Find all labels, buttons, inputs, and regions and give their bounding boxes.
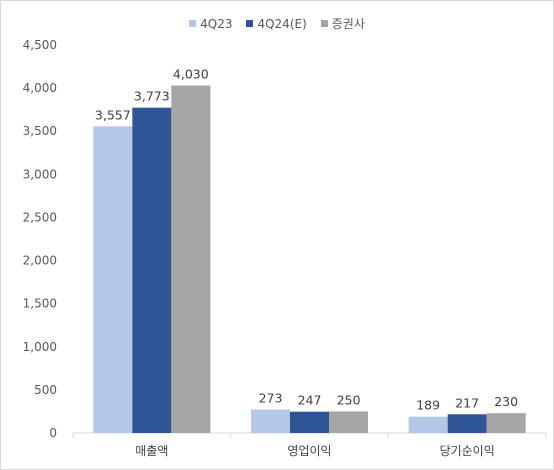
bar [408,416,448,433]
data-label: 3,557 [95,107,131,122]
bar [290,411,329,433]
bar [171,85,211,433]
legend-item-consensus: 증권사 [320,15,365,32]
bar [132,107,172,433]
x-category-label: 당기순이익 [440,444,495,458]
data-label: 230 [494,394,518,409]
bar [93,126,133,433]
legend-label-4q23: 4Q23 [200,16,233,31]
data-label: 3,773 [134,89,170,104]
bar [486,413,526,433]
legend-swatch-4q23 [189,20,197,27]
legend-item-4q24e: 4Q24(E) [246,15,307,32]
bar [329,411,368,433]
data-label: 247 [298,393,322,408]
legend-swatch-4q24e [246,20,254,27]
y-tick-label: 2,500 [23,210,57,224]
y-tick-label: 1,500 [23,297,57,311]
legend-label-4q24e: 4Q24(E) [257,16,307,31]
legend-item-4q23: 4Q23 [189,15,232,32]
data-label: 4,030 [173,67,209,82]
y-tick-label: 3,500 [23,124,57,138]
legend-label-consensus: 증권사 [331,17,365,31]
data-label: 189 [416,398,440,413]
legend-swatch-consensus [320,20,328,27]
data-label: 273 [259,390,283,405]
y-tick-label: 2,000 [23,254,57,268]
bar [251,409,290,433]
y-tick-label: 4,000 [23,81,57,95]
y-tick-label: 4,500 [23,38,57,52]
x-category-label: 매출액 [135,444,168,458]
x-category-label: 영업이익 [287,444,331,458]
legend: 4Q23 4Q24(E) 증권사 [1,15,553,32]
y-tick-label: 1,000 [23,340,57,354]
bar [447,414,487,433]
y-tick-label: 500 [34,383,57,397]
y-tick-label: 3,000 [23,167,57,181]
data-label: 217 [455,395,479,410]
data-label: 250 [337,392,361,407]
y-tick-label: 0 [49,426,57,440]
